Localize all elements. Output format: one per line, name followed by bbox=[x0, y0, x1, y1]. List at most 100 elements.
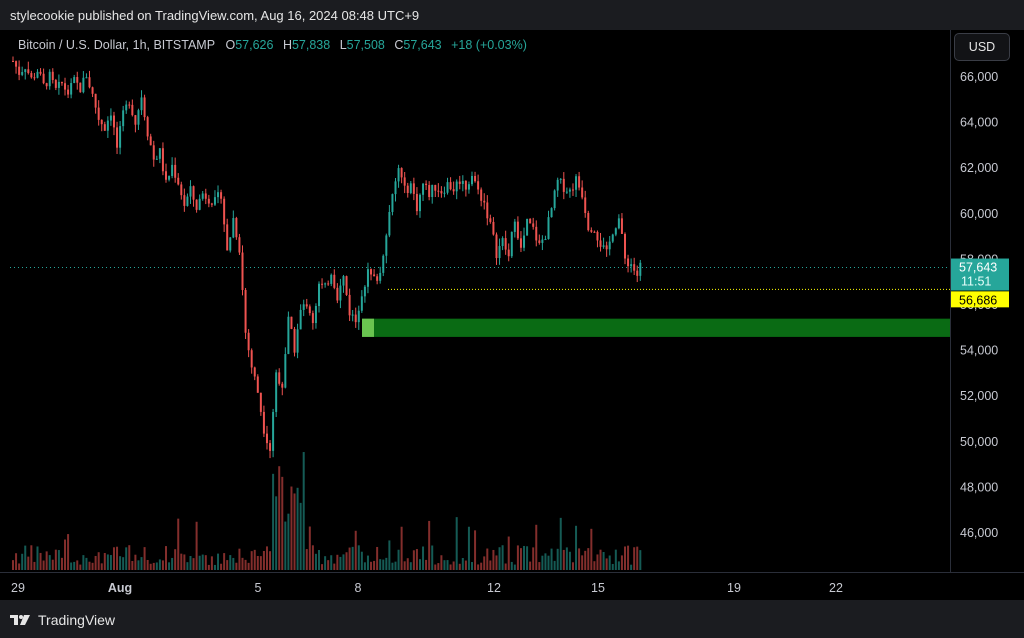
candle-body bbox=[103, 124, 106, 131]
volume-bar bbox=[158, 559, 161, 570]
candle-body bbox=[241, 252, 244, 290]
candle-body bbox=[544, 239, 547, 241]
candle-body bbox=[406, 185, 409, 193]
volume-bar bbox=[143, 547, 146, 570]
candle-body bbox=[412, 183, 415, 194]
volume-bar bbox=[449, 564, 452, 570]
close-value: 57,643 bbox=[403, 38, 442, 52]
volume-bar bbox=[112, 547, 115, 570]
volume-bar bbox=[342, 554, 345, 570]
tradingview-logo-icon bbox=[10, 615, 30, 625]
volume-bar bbox=[523, 545, 526, 570]
candle-body bbox=[486, 202, 489, 219]
candle-body bbox=[526, 218, 529, 236]
candle-body bbox=[186, 196, 189, 206]
footer-bar bbox=[0, 600, 1024, 638]
volume-bar bbox=[116, 546, 119, 570]
time-axis[interactable] bbox=[0, 572, 1024, 601]
volume-bar bbox=[131, 560, 134, 570]
volume-bar bbox=[345, 552, 348, 570]
candle-body bbox=[57, 81, 60, 88]
candle-body bbox=[498, 246, 501, 259]
candle-body bbox=[314, 306, 317, 324]
candle-body bbox=[272, 411, 275, 451]
candle-body bbox=[333, 274, 336, 288]
volume-bar bbox=[330, 555, 333, 570]
volume-bar bbox=[85, 557, 88, 570]
volume-bar bbox=[587, 548, 590, 570]
volume-bar bbox=[489, 560, 492, 570]
candle-body bbox=[596, 231, 599, 241]
candle-body bbox=[311, 313, 314, 324]
volume-bar bbox=[553, 560, 556, 570]
volume-bar bbox=[403, 561, 406, 570]
volume-bar bbox=[15, 553, 18, 570]
volume-bar bbox=[79, 564, 82, 570]
candle-body bbox=[183, 195, 186, 206]
candle-body bbox=[177, 177, 180, 185]
volume-bar bbox=[223, 553, 226, 570]
volume-bar bbox=[614, 549, 617, 570]
candle-body bbox=[636, 270, 639, 276]
volume-bar bbox=[498, 547, 501, 570]
candle-body bbox=[116, 127, 119, 148]
volume-bar bbox=[474, 530, 477, 570]
volume-bar bbox=[581, 555, 584, 570]
volume-bar bbox=[363, 562, 366, 570]
volume-bar bbox=[302, 452, 305, 570]
volume-bar bbox=[455, 517, 458, 570]
candle-body bbox=[578, 176, 581, 188]
volume-bar bbox=[70, 562, 73, 570]
y-tick-label: 46,000 bbox=[960, 526, 998, 540]
x-tick-label: Aug bbox=[108, 581, 132, 595]
volume-bar bbox=[259, 556, 262, 570]
volume-bar bbox=[165, 546, 167, 570]
volume-bar bbox=[370, 561, 373, 570]
volume-bar bbox=[568, 551, 571, 570]
candle-body bbox=[354, 314, 357, 323]
candle-body bbox=[593, 231, 596, 233]
candle-body bbox=[565, 191, 568, 193]
candle-body bbox=[207, 198, 210, 204]
candle-body bbox=[158, 148, 161, 159]
current-price-label: 57,643 bbox=[959, 261, 997, 275]
x-tick-label: 15 bbox=[591, 581, 605, 595]
candle-body bbox=[519, 238, 522, 248]
candle-body bbox=[82, 77, 85, 93]
volume-bar bbox=[513, 564, 516, 570]
candle-body bbox=[48, 71, 51, 87]
x-tick-label: 29 bbox=[11, 581, 25, 595]
demand-zone bbox=[362, 318, 950, 337]
candle-body bbox=[379, 272, 382, 281]
candle-body bbox=[73, 77, 76, 84]
candle-body bbox=[256, 376, 259, 393]
chart-pane[interactable] bbox=[10, 30, 951, 572]
volume-bar bbox=[134, 554, 137, 570]
candle-body bbox=[94, 93, 97, 108]
volume-bar bbox=[593, 561, 596, 570]
volume-bar bbox=[183, 554, 186, 570]
candle-body bbox=[351, 314, 354, 316]
volume-bar bbox=[575, 525, 578, 570]
candle-body bbox=[281, 383, 284, 388]
tradingview-brand[interactable]: TradingView bbox=[10, 612, 115, 628]
candle-body bbox=[608, 241, 611, 250]
current-price-tag bbox=[951, 258, 1009, 291]
volume-bar bbox=[321, 564, 324, 570]
volume-bar bbox=[60, 557, 63, 570]
candle-body bbox=[562, 178, 565, 192]
candle-body bbox=[385, 235, 388, 256]
volume-bar bbox=[354, 530, 357, 570]
volume-bar bbox=[434, 564, 437, 570]
candle-body bbox=[195, 199, 198, 210]
candle-body bbox=[483, 200, 486, 203]
symbol-title: Bitcoin / U.S. Dollar, 1h, BITSTAMP bbox=[18, 38, 216, 52]
volume-bar bbox=[33, 561, 36, 570]
candle-body bbox=[140, 97, 143, 111]
candle-body bbox=[507, 249, 510, 257]
price-chart[interactable]: 46,00048,00050,00052,00054,00056,00058,0… bbox=[0, 0, 1024, 600]
volume-bar bbox=[516, 545, 519, 570]
candle-body bbox=[265, 433, 268, 444]
volume-bar bbox=[125, 547, 128, 570]
currency-button[interactable]: USD bbox=[954, 33, 1010, 61]
